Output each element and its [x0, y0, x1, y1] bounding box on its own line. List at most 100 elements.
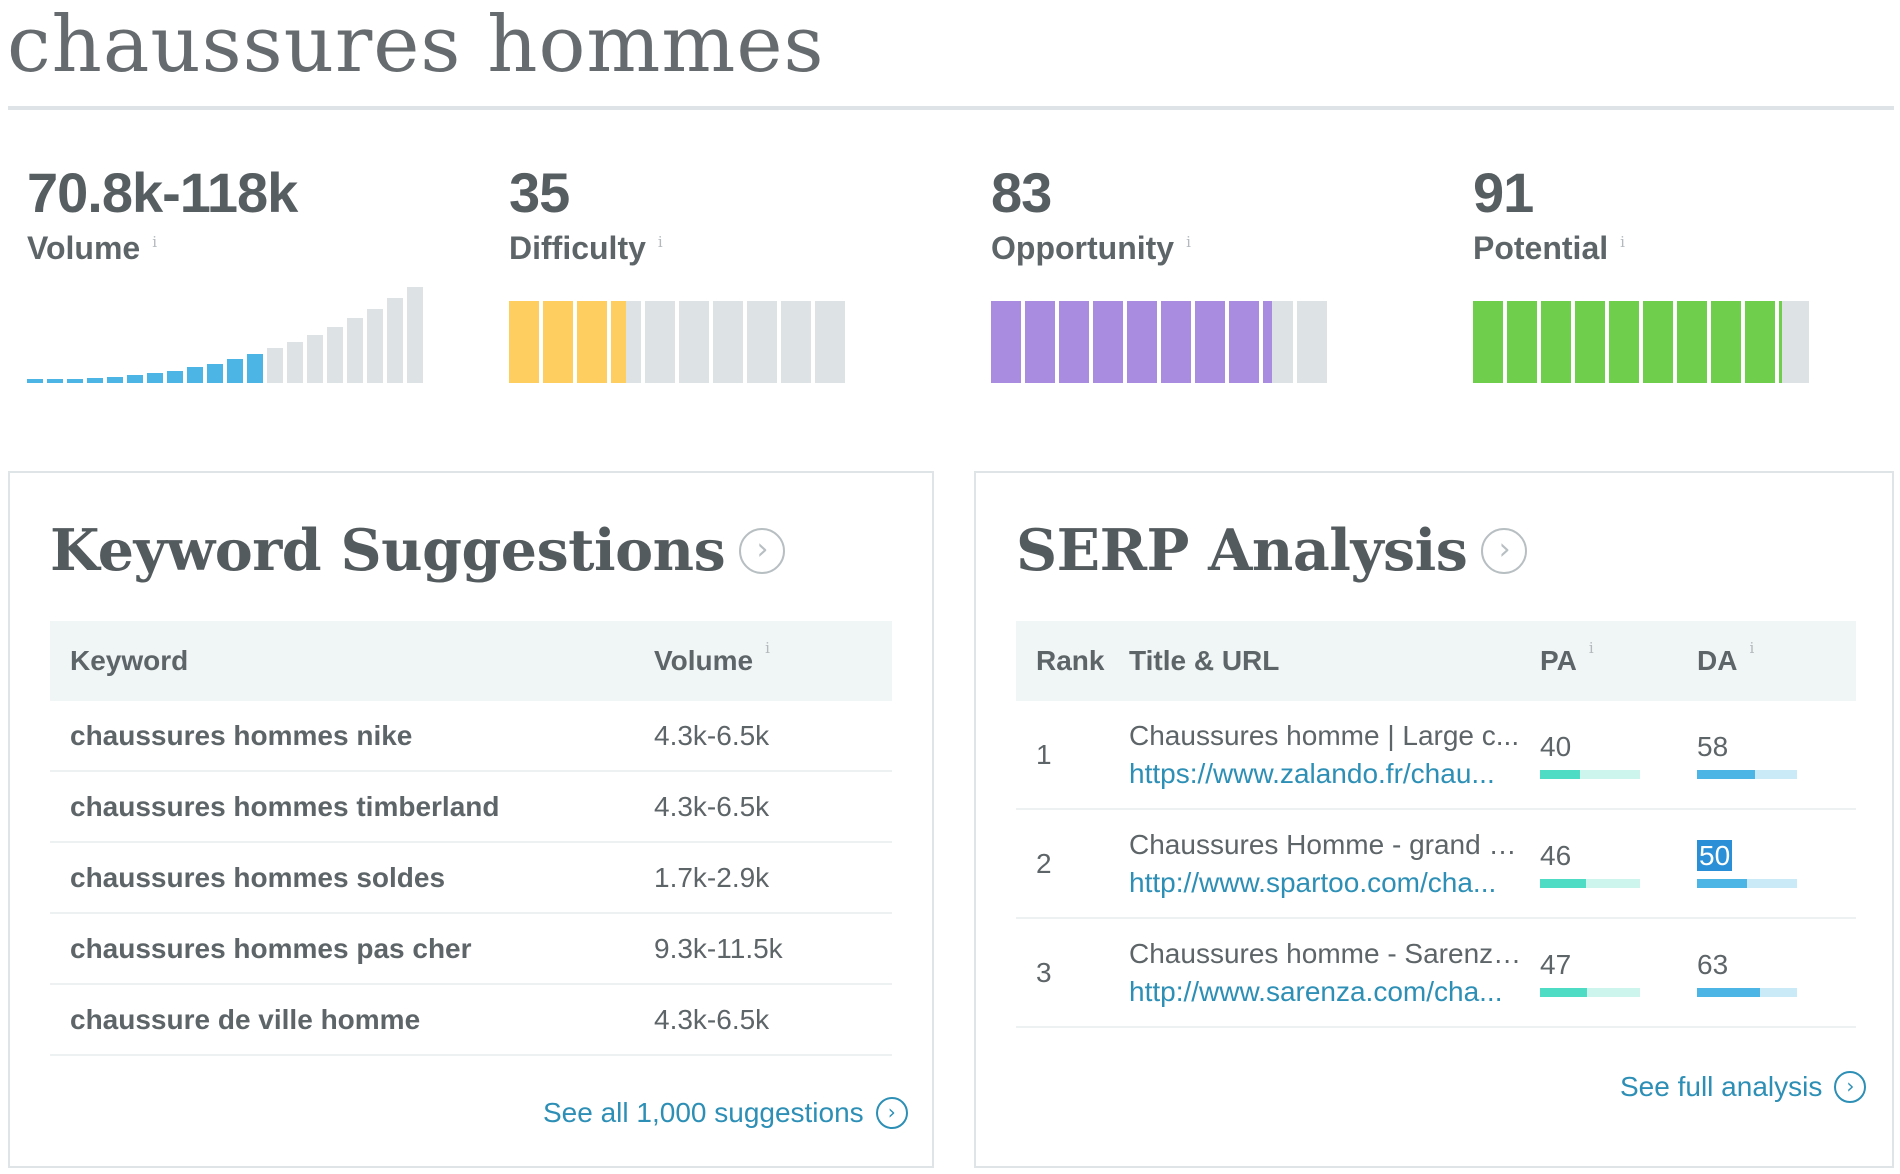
- volume-bar: [187, 367, 203, 383]
- opportunity-segment-fill: [1195, 301, 1225, 383]
- keyword-table-header: Keyword Volume i: [50, 621, 892, 701]
- difficulty-segment-fill: [611, 301, 626, 383]
- keyword-table-body: chaussures hommes nike 4.3k-6.5k chaussure…: [50, 701, 892, 1056]
- title-url-cell: Chaussures Homme - grand c... http://www.…: [1129, 826, 1540, 902]
- column-volume[interactable]: Volume: [654, 645, 754, 676]
- serp-table-body: 1 Chaussures homme | Large c... https://ww…: [1016, 701, 1856, 1028]
- volume-bar: [167, 371, 183, 383]
- see-full-analysis-link[interactable]: See full analysis ›: [1620, 1071, 1867, 1103]
- volume-bar: [127, 375, 143, 383]
- pa-bar-fill: [1540, 770, 1580, 779]
- potential-segment-fill: [1745, 301, 1775, 383]
- potential-segment-fill: [1677, 301, 1707, 383]
- difficulty-segment: [713, 301, 743, 383]
- volume-value: 70.8k-118k: [27, 161, 298, 224]
- potential-segment: [1507, 301, 1537, 383]
- opportunity-segment: [991, 301, 1021, 383]
- keyword-suggestions-title[interactable]: Keyword Suggestions: [50, 517, 726, 584]
- metric-opportunity: 83 Opportunity i: [991, 158, 1411, 388]
- da-bar: [1697, 988, 1797, 997]
- potential-segment: [1473, 301, 1503, 383]
- result-url-link[interactable]: http://www.sarenza.com/cha...: [1129, 975, 1503, 1007]
- volume-bar: [327, 327, 343, 383]
- info-icon[interactable]: i: [1588, 639, 1594, 657]
- volume-bar: [247, 354, 263, 383]
- pa-value: 40: [1540, 731, 1572, 762]
- info-icon[interactable]: i: [1186, 233, 1191, 251]
- volume-bar: [347, 318, 363, 383]
- keyword-cell[interactable]: chaussures hommes pas cher: [70, 932, 472, 964]
- see-all-suggestions-label: See all 1,000 suggestions: [543, 1097, 864, 1128]
- chevron-right-circle-icon[interactable]: ›: [1481, 527, 1528, 574]
- da-bar-fill: [1697, 988, 1760, 997]
- difficulty-segment: [815, 301, 845, 383]
- info-icon[interactable]: i: [657, 233, 663, 251]
- chevron-right-circle-icon[interactable]: ›: [739, 527, 786, 574]
- column-da[interactable]: DA: [1697, 645, 1738, 676]
- opportunity-segment-fill: [1025, 301, 1055, 383]
- pa-bar-fill: [1540, 988, 1587, 997]
- volume-bar: [207, 364, 223, 383]
- info-icon[interactable]: i: [1749, 639, 1755, 657]
- potential-segment-fill: [1609, 301, 1639, 383]
- pa-cell: 46: [1540, 839, 1697, 888]
- serp-analysis-panel: SERP Analysis › Rank Title & URL PA i DA…: [974, 471, 1894, 1168]
- volume-cell: 4.3k-6.5k: [654, 719, 770, 751]
- pa-cell: 40: [1540, 730, 1697, 779]
- keyword-cell[interactable]: chaussures hommes nike: [70, 719, 413, 751]
- da-value: 63: [1697, 949, 1729, 980]
- pa-value: 46: [1540, 840, 1572, 871]
- metric-volume: 70.8k-118k Volume i: [27, 158, 447, 388]
- potential-segment-fill: [1779, 301, 1782, 383]
- serp-analysis-title[interactable]: SERP Analysis: [1016, 517, 1468, 584]
- table-row: 1 Chaussures homme | Large c... https://ww…: [1016, 701, 1856, 810]
- column-title-url[interactable]: Title & URL: [1129, 645, 1280, 676]
- volume-bar: [267, 348, 283, 383]
- serp-table-header: Rank Title & URL PA i DA i: [1016, 621, 1856, 701]
- opportunity-score-bar: [991, 301, 1331, 383]
- volume-bar: [387, 298, 403, 383]
- potential-segment: [1575, 301, 1605, 383]
- table-row[interactable]: chaussures hommes soldes 1.7k-2.9k: [50, 843, 892, 914]
- opportunity-segment-fill: [1059, 301, 1089, 383]
- info-icon[interactable]: i: [1620, 233, 1625, 251]
- info-icon[interactable]: i: [765, 639, 770, 657]
- da-bar-fill: [1697, 879, 1747, 888]
- table-row[interactable]: chaussures hommes pas cher 9.3k-11.5k: [50, 914, 892, 985]
- keyword-cell[interactable]: chaussures hommes soldes: [70, 861, 446, 893]
- difficulty-segment: [679, 301, 709, 383]
- table-row[interactable]: chaussure de ville homme 4.3k-6.5k: [50, 985, 892, 1056]
- result-url-link[interactable]: http://www.spartoo.com/cha...: [1129, 866, 1497, 898]
- volume-bar: [47, 379, 63, 383]
- column-keyword[interactable]: Keyword: [70, 645, 189, 676]
- column-pa[interactable]: PA: [1540, 645, 1577, 676]
- info-icon[interactable]: i: [152, 233, 158, 251]
- opportunity-segment-fill: [1093, 301, 1123, 383]
- result-title: Chaussures homme | Large c...: [1129, 719, 1520, 751]
- page-title: chaussures hommes: [7, 0, 825, 90]
- potential-segment: [1609, 301, 1639, 383]
- potential-segment: [1711, 301, 1741, 383]
- da-value: 50: [1697, 840, 1733, 871]
- difficulty-segment: [781, 301, 811, 383]
- opportunity-label: Opportunity: [991, 230, 1175, 266]
- title-url-cell: Chaussures homme | Large c... https://www…: [1129, 717, 1540, 793]
- table-row[interactable]: chaussures hommes timberland 4.3k-6.5k: [50, 772, 892, 843]
- result-url-link[interactable]: https://www.zalando.fr/chau...: [1129, 757, 1495, 789]
- opportunity-segment-fill: [1161, 301, 1191, 383]
- volume-bar: [307, 335, 323, 383]
- opportunity-segment-fill: [991, 301, 1021, 383]
- opportunity-segment: [1059, 301, 1089, 383]
- keyword-cell[interactable]: chaussure de ville homme: [70, 1003, 421, 1035]
- column-rank[interactable]: Rank: [1036, 645, 1105, 676]
- volume-trend-chart: [27, 287, 427, 383]
- da-cell: 50: [1697, 839, 1797, 888]
- keyword-cell[interactable]: chaussures hommes timberland: [70, 790, 500, 822]
- da-value: 58: [1697, 731, 1729, 762]
- potential-segment-fill: [1575, 301, 1605, 383]
- table-row[interactable]: chaussures hommes nike 4.3k-6.5k: [50, 701, 892, 772]
- volume-cell: 1.7k-2.9k: [654, 861, 770, 893]
- see-all-suggestions-link[interactable]: See all 1,000 suggestions ›: [543, 1097, 908, 1129]
- potential-segment: [1541, 301, 1571, 383]
- result-title: Chaussures Homme - grand c...: [1129, 828, 1524, 860]
